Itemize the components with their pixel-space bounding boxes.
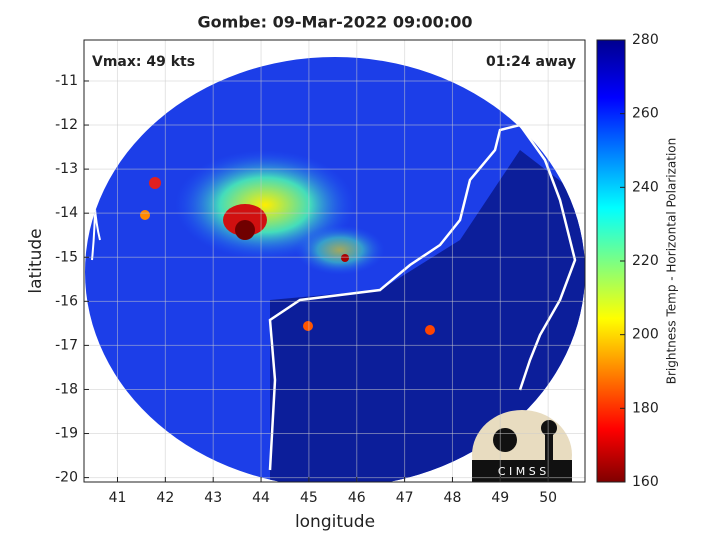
- y-tick-label: -14: [55, 205, 78, 221]
- y-tick-label: -12: [55, 117, 78, 133]
- x-tick-label: 42: [156, 490, 174, 506]
- colorbar-tick-label: 180: [632, 400, 659, 416]
- annotation: Vmax: 49 kts: [92, 54, 195, 70]
- logo-text: C I M S S: [498, 465, 546, 478]
- y-tick-label: -16: [55, 293, 78, 309]
- y-tick-label: -20: [55, 470, 78, 486]
- y-tick-label: -18: [55, 381, 78, 397]
- plot-frame: [83, 39, 586, 483]
- x-tick-label: 46: [348, 490, 366, 506]
- chart-title: Gombe: 09-Mar-2022 09:00:00: [198, 13, 473, 32]
- colorbar-tick-label: 260: [632, 106, 659, 122]
- y-axis-label: latitude: [26, 228, 46, 293]
- colorbar-tick-label: 220: [632, 253, 659, 269]
- cimss-logo: C I M S S: [472, 410, 572, 482]
- x-tick-label: 43: [204, 490, 222, 506]
- colorbar-tick-label: 200: [632, 327, 659, 343]
- y-tick-label: -17: [55, 337, 78, 353]
- x-tick-label: 45: [300, 490, 318, 506]
- y-tick-label: -19: [55, 426, 78, 442]
- x-tick-label: 48: [444, 490, 462, 506]
- y-tick-label: -13: [55, 161, 78, 177]
- y-tick-label: -15: [55, 249, 78, 265]
- x-axis-label: longitude: [295, 512, 375, 532]
- y-tick-label: -11: [55, 73, 78, 89]
- colorbar-label: Brightness Temp - Horizontal Polarizatio…: [665, 138, 679, 385]
- x-tick-label: 49: [491, 490, 509, 506]
- x-tick-label: 41: [109, 490, 127, 506]
- colorbar-tick-label: 240: [632, 179, 659, 195]
- grid: [84, 40, 585, 482]
- annotation: 01:24 away: [486, 54, 576, 70]
- satellite-image: C I M S S: [85, 57, 585, 482]
- x-tick-label: 44: [252, 490, 270, 506]
- colorbar-tick-label: 280: [632, 32, 659, 48]
- colorbar-tick-label: 160: [632, 474, 659, 490]
- x-tick-label: 47: [396, 490, 414, 506]
- x-tick-label: 50: [539, 490, 557, 506]
